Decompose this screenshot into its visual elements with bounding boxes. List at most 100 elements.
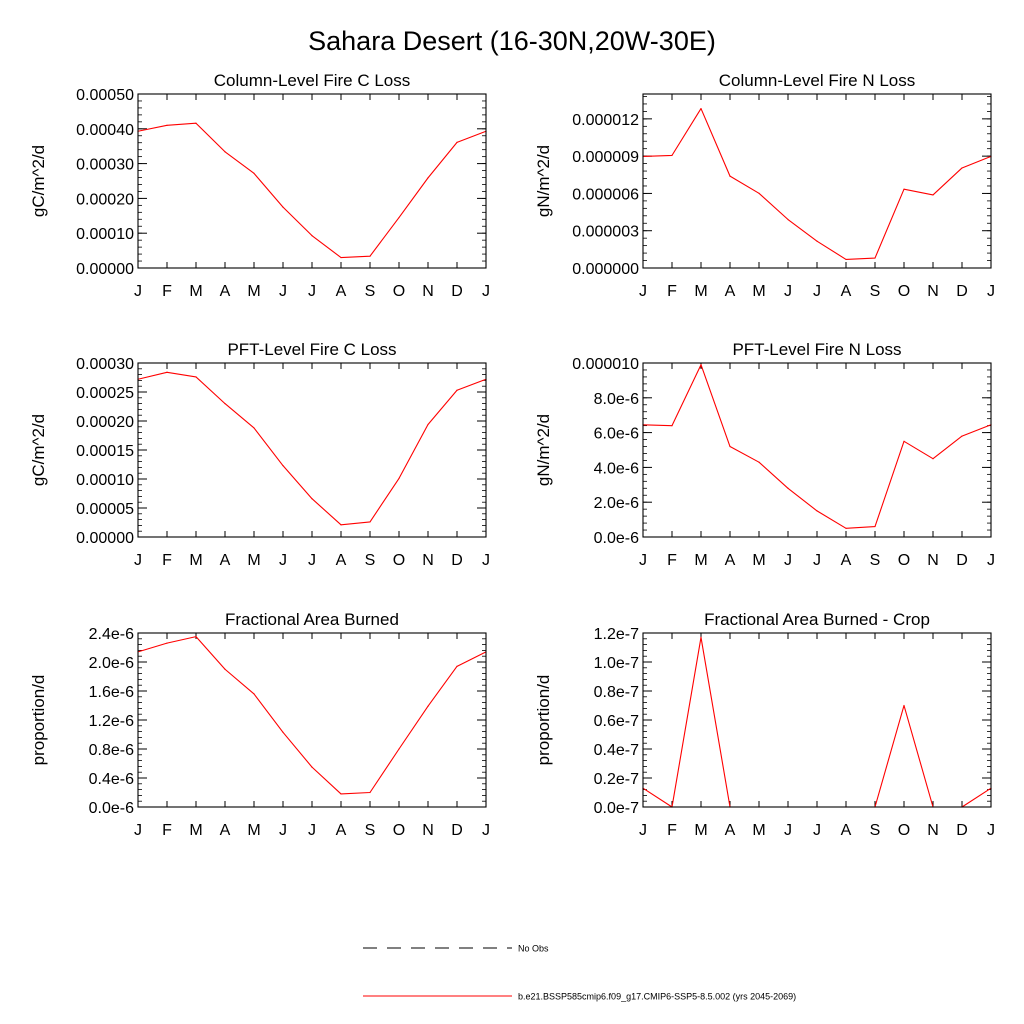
x-tick-label: M: [752, 283, 765, 300]
x-tick-label: D: [956, 822, 968, 839]
y-tick-label: 0.00030: [76, 356, 134, 373]
data-point: [340, 256, 342, 259]
x-tick-label: O: [898, 283, 910, 300]
data-point: [700, 107, 702, 110]
x-tick-label: O: [393, 822, 405, 839]
y-tick-label: 1.6e-6: [89, 684, 134, 701]
data-point: [166, 124, 168, 126]
plot-frame: [137, 93, 487, 269]
y-tick-label: 1.0e-7: [594, 655, 639, 672]
data-point: [253, 427, 255, 429]
x-tick-label: S: [365, 552, 376, 569]
x-tick-label: M: [752, 552, 765, 569]
x-tick-label: A: [336, 552, 347, 569]
data-point: [195, 376, 197, 378]
data-point: [166, 642, 168, 644]
data-point: [166, 371, 168, 373]
y-tick-label: 0.6e-7: [594, 713, 639, 730]
x-tick-label: A: [220, 552, 231, 569]
x-tick-label: D: [956, 552, 968, 569]
data-point: [816, 240, 818, 242]
data-point: [700, 364, 702, 366]
data-point: [758, 192, 760, 194]
data-point: [369, 255, 371, 257]
x-tick-label: M: [247, 552, 260, 569]
y-tick-label: 1.2e-7: [594, 626, 639, 643]
x-tick-label: J: [308, 552, 316, 569]
panel-title: PFT-Level Fire C Loss: [227, 340, 396, 359]
y-tick-label: 0.00015: [76, 443, 134, 460]
data-point: [787, 218, 789, 221]
y-axis-label: gC/m^2/d: [29, 414, 48, 486]
y-tick-label: 0.00005: [76, 501, 134, 518]
y-tick-label: 0.00020: [76, 191, 134, 208]
x-tick-label: F: [667, 283, 677, 300]
x-tick-label: F: [667, 552, 677, 569]
y-tick-label: 0.00000: [76, 261, 134, 278]
data-point: [253, 693, 255, 695]
x-tick-label: J: [279, 822, 287, 839]
data-point: [903, 440, 905, 442]
data-point: [816, 510, 818, 512]
panel-title: PFT-Level Fire N Loss: [732, 340, 901, 359]
plot-frame: [642, 632, 992, 808]
data-point: [456, 665, 458, 667]
y-tick-label: 2.0e-6: [89, 655, 134, 672]
x-tick-label: D: [956, 283, 968, 300]
x-tick-label: D: [451, 822, 463, 839]
data-point: [961, 167, 963, 169]
x-tick-label: J: [639, 552, 647, 569]
series-line-1: [642, 107, 992, 260]
x-tick-label: J: [639, 283, 647, 300]
x-tick-label: J: [482, 822, 490, 839]
x-tick-label: N: [422, 283, 434, 300]
x-tick-label: M: [752, 822, 765, 839]
data-point: [369, 791, 371, 794]
x-tick-label: A: [841, 552, 852, 569]
x-tick-label: M: [694, 283, 707, 300]
x-tick-label: S: [870, 283, 881, 300]
x-tick-label: J: [308, 283, 316, 300]
x-tick-label: S: [870, 552, 881, 569]
y-tick-label: 0.8e-6: [89, 742, 134, 759]
data-point: [282, 206, 284, 208]
data-point: [340, 524, 342, 526]
data-point: [311, 766, 313, 768]
x-tick-label: N: [927, 283, 939, 300]
x-tick-label: M: [189, 552, 202, 569]
y-tick-label: 0.000009: [572, 149, 639, 166]
x-tick-label: J: [813, 552, 821, 569]
legend-label-model: b.e21.BSSP585cmip6.f09_g17.CMIP6-SSP5-8.…: [518, 992, 796, 1002]
x-tick-label: N: [927, 822, 939, 839]
x-tick-label: N: [422, 822, 434, 839]
y-tick-label: 0.4e-6: [89, 771, 134, 788]
x-tick-label: O: [898, 822, 910, 839]
data-point: [845, 258, 847, 261]
panel-title: Column-Level Fire C Loss: [214, 71, 411, 90]
y-tick-label: 2.0e-6: [594, 495, 639, 512]
y-tick-label: 0.8e-7: [594, 684, 639, 701]
data-point: [671, 154, 673, 156]
x-tick-label: M: [694, 552, 707, 569]
x-tick-label: J: [813, 283, 821, 300]
series-line-1: [642, 636, 992, 808]
data-point: [427, 423, 429, 426]
panel-title: Column-Level Fire N Loss: [719, 71, 916, 90]
x-tick-label: N: [927, 552, 939, 569]
y-tick-label: 0.000012: [572, 112, 639, 129]
data-point: [903, 188, 905, 190]
legend: No Obs b.e21.BSSP585cmip6.f09_g17.CMIP6-…: [363, 944, 796, 1002]
x-tick-label: J: [482, 552, 490, 569]
data-point: [340, 793, 342, 795]
plot-frame: [137, 632, 487, 808]
x-tick-label: J: [482, 283, 490, 300]
data-point: [224, 668, 226, 670]
data-point: [369, 521, 371, 523]
y-axis-label: proportion/d: [29, 675, 48, 766]
x-tick-label: A: [725, 283, 736, 300]
